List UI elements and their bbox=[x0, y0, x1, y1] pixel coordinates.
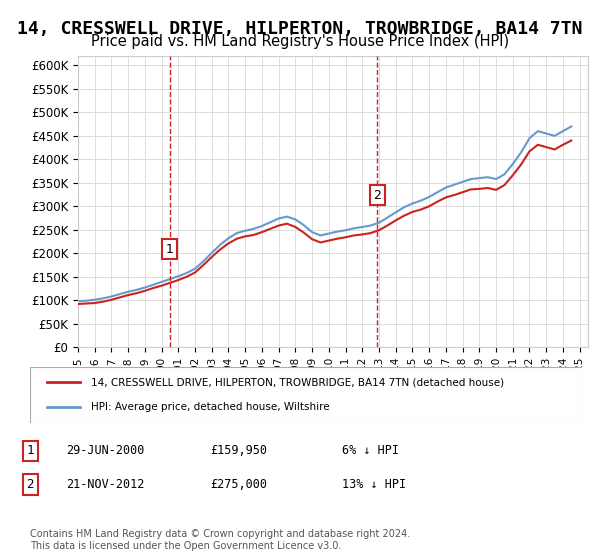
Text: 14, CRESSWELL DRIVE, HILPERTON, TROWBRIDGE, BA14 7TN: 14, CRESSWELL DRIVE, HILPERTON, TROWBRID… bbox=[17, 20, 583, 38]
Text: 13% ↓ HPI: 13% ↓ HPI bbox=[342, 478, 406, 491]
Text: Contains HM Land Registry data © Crown copyright and database right 2024.
This d: Contains HM Land Registry data © Crown c… bbox=[30, 529, 410, 551]
Text: 29-JUN-2000: 29-JUN-2000 bbox=[66, 444, 145, 458]
Text: £159,950: £159,950 bbox=[210, 444, 267, 458]
Text: 1: 1 bbox=[26, 444, 34, 458]
Text: 2: 2 bbox=[26, 478, 34, 491]
Text: 6% ↓ HPI: 6% ↓ HPI bbox=[342, 444, 399, 458]
Text: Price paid vs. HM Land Registry's House Price Index (HPI): Price paid vs. HM Land Registry's House … bbox=[91, 34, 509, 49]
FancyBboxPatch shape bbox=[30, 367, 582, 423]
Text: £275,000: £275,000 bbox=[210, 478, 267, 491]
Text: 2: 2 bbox=[373, 189, 381, 202]
Text: 1: 1 bbox=[166, 242, 174, 255]
Text: 21-NOV-2012: 21-NOV-2012 bbox=[66, 478, 145, 491]
Text: HPI: Average price, detached house, Wiltshire: HPI: Average price, detached house, Wilt… bbox=[91, 402, 329, 412]
Text: 14, CRESSWELL DRIVE, HILPERTON, TROWBRIDGE, BA14 7TN (detached house): 14, CRESSWELL DRIVE, HILPERTON, TROWBRID… bbox=[91, 377, 504, 388]
